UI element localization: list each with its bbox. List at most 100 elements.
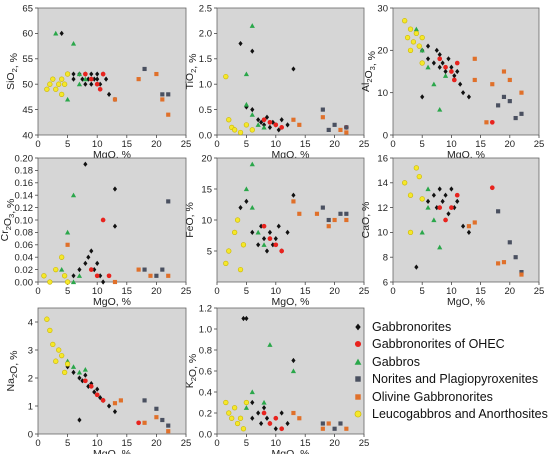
data-point [267,421,273,426]
data-point [112,223,118,229]
data-point [154,71,159,77]
data-point [226,410,232,416]
data-point [431,60,436,66]
x-tick-label: 25 [181,139,192,150]
plot-area [37,307,187,435]
data-point [458,81,463,87]
legend-marker-shape [354,358,362,365]
data-point [285,122,290,128]
data-point [419,47,425,53]
data-point [507,77,512,83]
data-point [413,30,419,37]
y-tick-label: 0.18 [15,166,34,177]
data-point [59,76,65,82]
x-tick-label: 15 [300,438,311,449]
data-point [234,217,241,223]
data-point [320,426,325,431]
x-tick-label: 25 [359,286,370,297]
data-point [332,217,337,223]
legend-marker-gabbros [352,356,364,368]
y-tick-label: 60 [22,29,33,40]
data-point [50,76,56,82]
x-tick-label: 0 [35,438,40,449]
data-point [279,248,285,254]
data-point [142,66,147,72]
data-point [466,229,471,235]
data-point [332,122,337,127]
data-point [344,211,349,216]
data-point [97,86,103,92]
data-point [425,205,431,210]
data-point [261,242,267,247]
data-point [237,129,244,136]
data-point [425,56,431,62]
y-tick-label: 55 [22,54,33,65]
data-point [76,273,83,278]
data-point [237,415,244,421]
data-point [496,261,501,266]
data-point [118,398,123,403]
data-point [425,43,431,49]
data-point [291,66,296,72]
y-tick-label: 0 [28,429,33,440]
data-point [437,244,443,250]
data-point [166,92,171,97]
y-tick-label: 0.8 [199,345,212,356]
data-point [249,161,255,167]
data-point [452,73,457,79]
data-point [410,39,417,45]
data-point [484,120,489,125]
legend-item: Leucogabbros and Anorthosites [352,406,548,424]
data-point [100,398,106,403]
data-point [416,43,422,49]
data-point [88,76,94,82]
data-point [100,217,106,223]
y-axis-label: Cr2O3, % [0,199,17,242]
data-point [76,369,83,375]
x-tick-label: 20 [151,438,162,449]
data-point [261,236,267,242]
x-tick-label: 20 [505,286,516,297]
plot-area [37,157,187,283]
data-point [250,48,255,54]
data-point [261,124,267,130]
legend-label: Gabbronorites of OHEC [372,337,505,352]
y-tick-label: 0.00 [15,277,34,288]
data-point [419,229,425,235]
y-tick-label: 1.5 [199,54,212,65]
data-point [454,60,460,66]
legend-marker-icon [355,394,361,400]
data-point [513,255,518,260]
y-tick-label: 10 [377,88,388,99]
data-point [95,76,100,82]
data-point [223,73,229,80]
y-axis-label: FeO, % [184,202,196,238]
data-point [496,209,501,214]
data-point [338,421,343,426]
data-point [70,192,77,198]
data-point [264,114,270,120]
data-point [273,236,278,242]
data-point [59,254,65,260]
data-point [273,415,279,421]
x-tick-label: 0 [390,286,395,297]
data-point [267,236,273,241]
y-tick-label: 0.10 [15,215,34,226]
data-point [256,242,261,248]
data-point [104,76,109,82]
data-point [332,426,337,431]
data-point [47,279,53,285]
data-point [425,198,431,204]
x-tick-label: 15 [475,139,486,150]
data-point [455,198,460,204]
data-point [425,186,431,192]
data-point [267,342,273,347]
data-point [59,30,64,36]
data-point [226,248,232,254]
legend-marker-icon [354,410,362,418]
y-tick-label: 0.2 [199,408,212,419]
y-tick-label: 0.4 [199,387,212,398]
data-point [440,198,445,204]
x-tick-label: 25 [534,286,545,297]
data-point [112,409,118,415]
